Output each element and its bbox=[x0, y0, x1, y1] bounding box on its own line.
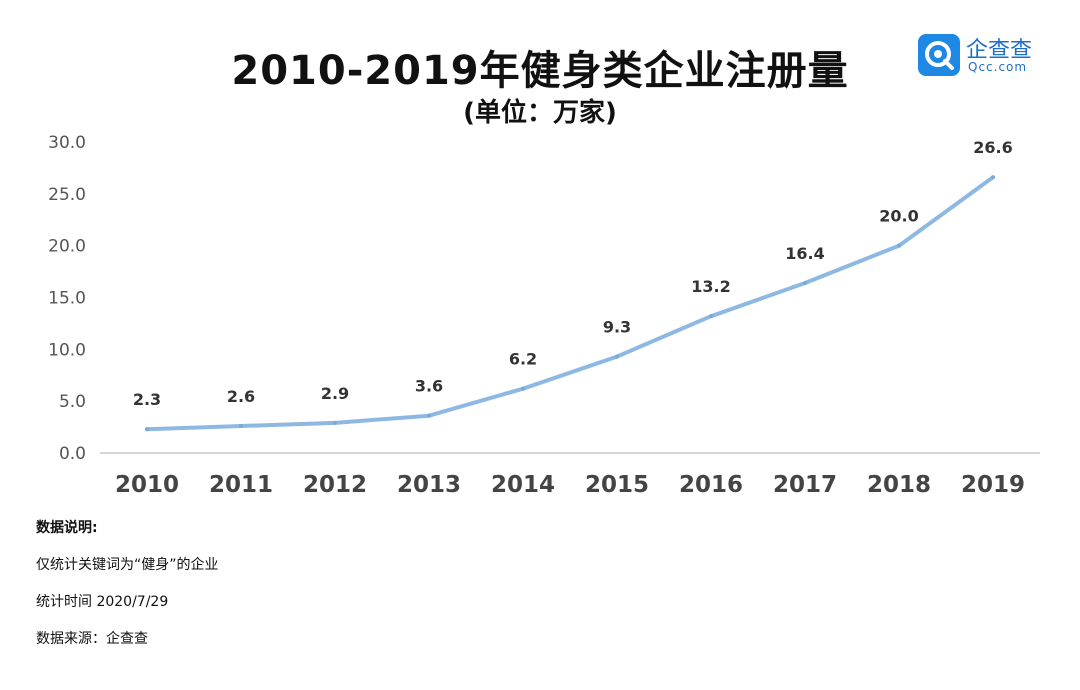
y-tick-label: 0.0 bbox=[59, 444, 86, 464]
x-tick-label: 2015 bbox=[585, 472, 649, 498]
x-tick-label: 2016 bbox=[679, 472, 743, 498]
logo-domain: Qcc.com bbox=[968, 60, 1028, 74]
x-tick-label: 2011 bbox=[209, 472, 273, 498]
chart-subtitle: (单位：万家) bbox=[463, 98, 617, 128]
y-tick-label: 30.0 bbox=[48, 133, 86, 153]
data-point bbox=[709, 314, 713, 319]
y-tick-label: 20.0 bbox=[48, 237, 86, 257]
y-tick-label: 10.0 bbox=[48, 340, 86, 360]
data-label: 2.6 bbox=[227, 387, 255, 406]
data-label: 3.6 bbox=[415, 377, 443, 396]
data-label: 2.3 bbox=[133, 390, 161, 409]
x-tick-label: 2018 bbox=[867, 472, 931, 498]
notes-source: 数据来源：企查查 bbox=[36, 631, 148, 647]
data-point bbox=[615, 354, 619, 359]
data-points bbox=[145, 175, 995, 432]
logo-name-cn: 企查查 bbox=[966, 38, 1033, 63]
x-tick-label: 2013 bbox=[397, 472, 461, 498]
notes-heading: 数据说明: bbox=[36, 520, 98, 536]
data-label: 26.6 bbox=[973, 138, 1012, 157]
qcc-logo-icon bbox=[918, 34, 960, 76]
data-label: 6.2 bbox=[509, 350, 537, 369]
y-tick-label: 5.0 bbox=[59, 392, 86, 412]
data-notes: 数据说明: 仅统计关键词为“健身”的企业 统计时间 2020/7/29 数据来源… bbox=[36, 518, 219, 666]
data-point bbox=[803, 280, 807, 285]
x-tick-label: 2017 bbox=[773, 472, 837, 498]
data-point bbox=[239, 424, 243, 429]
x-tick-label: 2019 bbox=[961, 472, 1025, 498]
x-axis: 2010 2011 2012 2013 2014 2015 2016 2017 2018 2019 bbox=[115, 472, 1025, 498]
data-labels: 2.3 2.6 2.9 3.6 6.2 9.3 13.2 16.4 20.0 26.6 bbox=[133, 138, 1013, 409]
x-tick-label: 2010 bbox=[115, 472, 179, 498]
x-tick-label: 2012 bbox=[303, 472, 367, 498]
data-point bbox=[897, 243, 901, 248]
y-tick-label: 25.0 bbox=[48, 185, 86, 205]
data-point bbox=[521, 386, 525, 391]
series-line bbox=[145, 175, 995, 432]
data-label: 2.9 bbox=[321, 384, 349, 403]
data-label: 16.4 bbox=[785, 244, 824, 263]
x-tick-label: 2014 bbox=[491, 472, 555, 498]
data-point bbox=[145, 427, 149, 432]
line-chart: 0.05.010.015.020.025.030.0 2010 2011 2012 2… bbox=[48, 133, 1040, 498]
data-label: 20.0 bbox=[879, 207, 918, 226]
data-label: 9.3 bbox=[603, 318, 631, 337]
notes-date: 统计时间 2020/7/29 bbox=[36, 594, 169, 610]
y-tick-label: 15.0 bbox=[48, 289, 86, 309]
data-point bbox=[427, 413, 431, 418]
data-label: 13.2 bbox=[691, 277, 730, 296]
data-point bbox=[991, 175, 995, 180]
y-axis: 0.0 5.0 10.0 15.0 20.0 25.0 30.0 bbox=[48, 133, 86, 464]
chart-title: 2010-2019年健身类企业注册量 bbox=[231, 48, 849, 94]
data-point bbox=[333, 420, 337, 425]
notes-scope: 仅统计关键词为“健身”的企业 bbox=[36, 557, 219, 573]
